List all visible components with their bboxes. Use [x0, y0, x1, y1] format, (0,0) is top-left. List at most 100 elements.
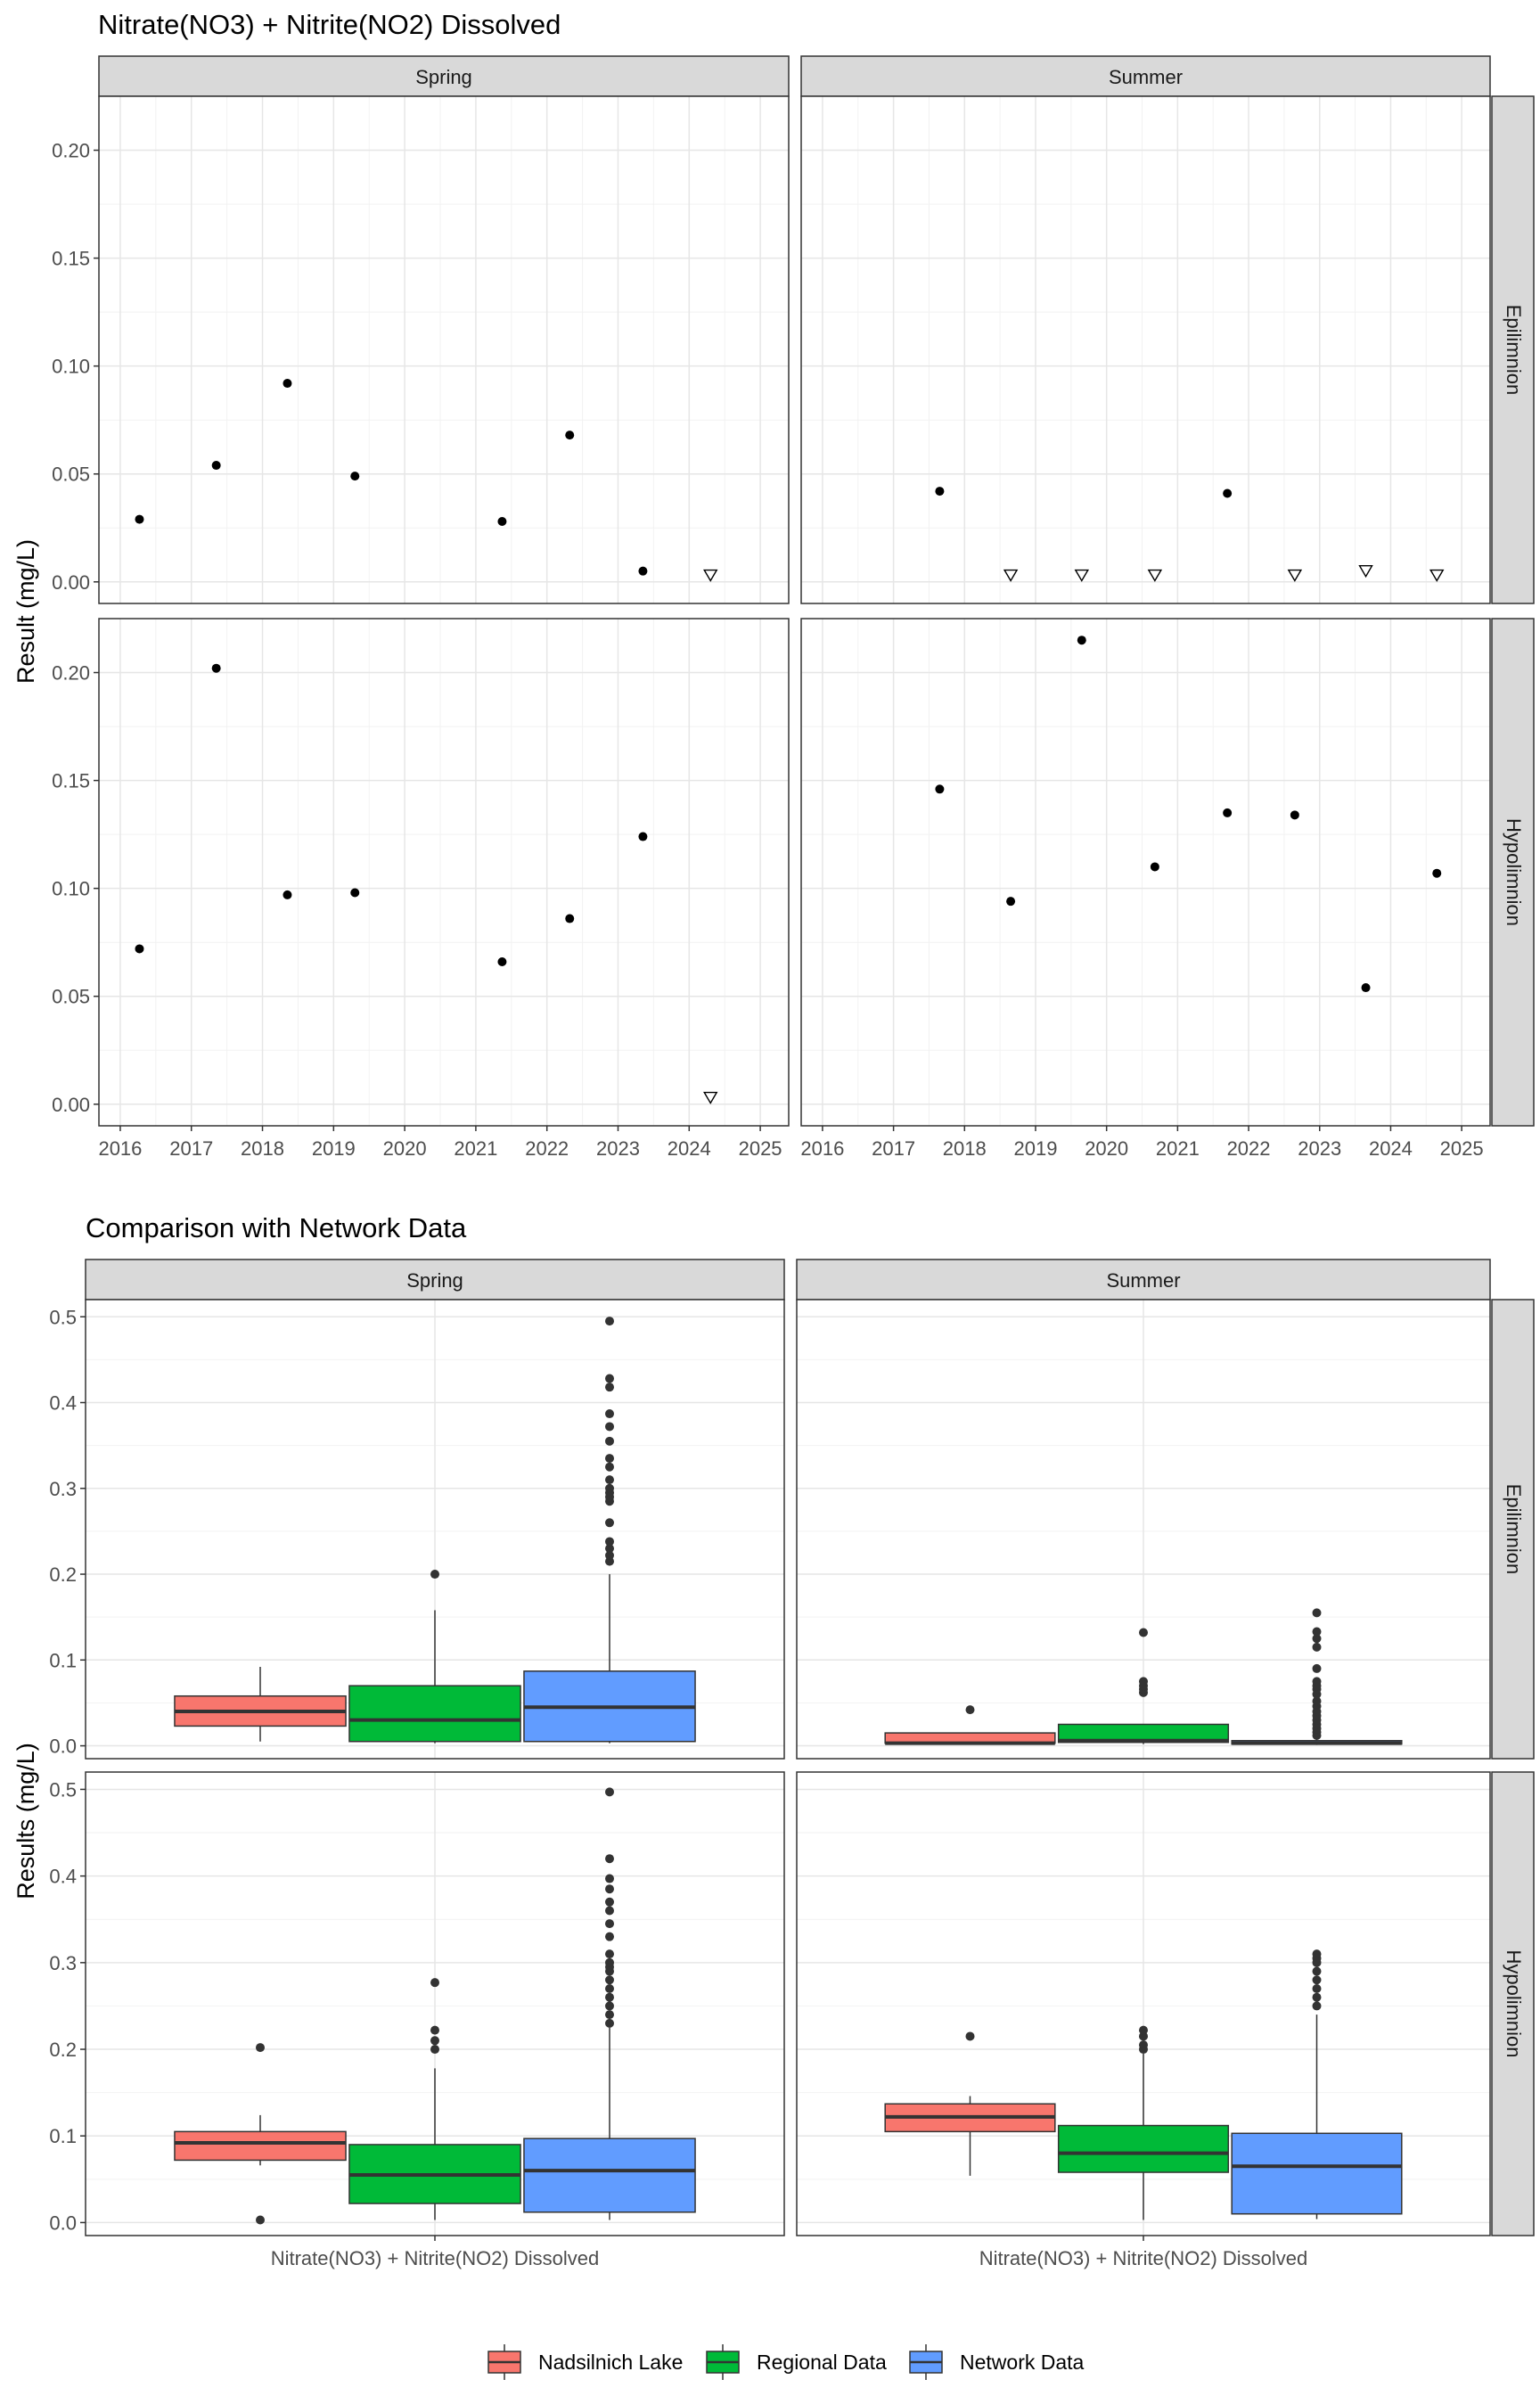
outlier-point: [1312, 1677, 1322, 1686]
panel-summer-epilimnion: [800, 95, 1491, 604]
box-network-data: [1231, 1949, 1403, 2220]
outlier-point: [605, 1550, 614, 1560]
data-point: [1006, 897, 1016, 907]
box-regional-data: [1057, 2025, 1230, 2220]
y-tick-label: 0.00: [52, 571, 90, 594]
x-tick-label: 2020: [383, 1137, 427, 1160]
x-tick-label: 2025: [739, 1137, 782, 1160]
data-point: [638, 566, 648, 576]
panel-background: [99, 96, 789, 603]
outlier-point: [1312, 1992, 1322, 2002]
panel-summer-hypolimnion: Nitrate(NO3) + Nitrite(NO2) Dissolved: [796, 1771, 1491, 2269]
x-tick-label: 2018: [943, 1137, 987, 1160]
facet-label-summer: Summer: [1109, 66, 1183, 88]
facet-strip-summer: [796, 1259, 1491, 1301]
data-point: [565, 914, 575, 923]
x-tick-label: 2017: [872, 1137, 915, 1160]
nondetect-point: [1074, 569, 1089, 582]
legend-label: Nadsilnich Lake: [538, 2351, 683, 2374]
panel-summer-hypolimnion: 2016 2017 2018 2019 2020 2021 2022 2023 2024 2025: [800, 618, 1491, 1160]
panel-background: [801, 96, 1490, 603]
data-point: [211, 663, 221, 673]
panel-summer-epilimnion: [796, 1299, 1491, 1760]
outlier-point: [965, 1705, 975, 1715]
legend: Nadsilnich Lake Regional Data Network Data: [487, 2344, 1085, 2380]
outlier-point: [1139, 1677, 1148, 1686]
facet-strip-hypolimnion: [1491, 1771, 1535, 2236]
panel-spring-epilimnion: 0.00 0.05 0.10 0.15 0.20: [52, 95, 790, 604]
y-tick-label: 0.0: [49, 1735, 77, 1758]
legend-label: Network Data: [960, 2351, 1085, 2374]
legend-label: Regional Data: [757, 2351, 887, 2374]
y-tick-label: 0.2: [49, 2039, 77, 2061]
outlier-point: [605, 2010, 614, 2020]
data-point: [283, 379, 292, 389]
facet-strip-epilimnion: [1491, 1299, 1535, 1760]
facet-strip-hypolimnion: [1491, 618, 1535, 1127]
outlier-point: [256, 2215, 265, 2225]
data-point: [565, 431, 575, 440]
data-point: [935, 487, 945, 496]
box-chart: Comparison with Network Data Results (mg…: [12, 1212, 1535, 2380]
y-tick-label: 0.4: [49, 1866, 77, 1888]
panel-border: [800, 95, 1491, 604]
outlier-point: [965, 2031, 975, 2041]
data-point: [638, 832, 648, 841]
outlier-point: [1312, 1663, 1322, 1673]
facet-label-epilimnion: Epilimnion: [1503, 305, 1525, 396]
x-tick-label: 2017: [169, 1137, 213, 1160]
outlier-point: [1312, 1983, 1322, 1993]
nondetect-point: [1358, 564, 1373, 578]
facet-label-spring: Spring: [415, 66, 472, 88]
outlier-point: [605, 1454, 614, 1464]
panel-border: [98, 618, 790, 1127]
data-point: [1223, 808, 1233, 817]
y-tick-label: 0.10: [52, 356, 90, 378]
facet-label-epilimnion: Epilimnion: [1503, 1484, 1525, 1575]
data-point: [135, 514, 144, 524]
panel-border: [85, 1299, 785, 1760]
nondetect-point: [703, 569, 718, 582]
outlier-point: [430, 1570, 439, 1580]
box-nadsilnich-lake: [884, 2031, 1056, 2176]
x-tick-label: 2025: [1440, 1137, 1484, 1160]
panel-border: [98, 95, 790, 604]
outlier-point: [1312, 1627, 1322, 1637]
x-tick-label: 2024: [668, 1137, 711, 1160]
panel-background: [801, 619, 1490, 1126]
legend-item-network-data: Network Data: [909, 2344, 1085, 2380]
data-point: [497, 516, 507, 526]
x-tick-label: 2022: [525, 1137, 569, 1160]
nondetect-point: [703, 1091, 718, 1104]
legend-item-nadsilnich-lake: Nadsilnich Lake: [487, 2344, 683, 2380]
facet-label-hypolimnion: Hypolimnion: [1503, 1949, 1525, 2057]
y-tick-label: 0.4: [49, 1392, 77, 1415]
outlier-point: [605, 1975, 614, 1985]
x-tick-label: Nitrate(NO3) + Nitrite(NO2) Dissolved: [271, 2247, 600, 2269]
box-chart-title: Comparison with Network Data: [86, 1212, 467, 1243]
outlier-point: [256, 2043, 265, 2053]
outlier-point: [605, 1537, 614, 1547]
data-point: [1290, 810, 1299, 820]
outlier-point: [1312, 1696, 1322, 1706]
y-tick-label: 0.5: [49, 1778, 77, 1801]
x-tick-label: 2023: [596, 1137, 640, 1160]
data-point: [1361, 983, 1371, 993]
x-tick-label: 2021: [1156, 1137, 1200, 1160]
facet-strip-epilimnion: [1491, 95, 1535, 604]
outlier-point: [605, 1374, 614, 1383]
data-point: [497, 956, 507, 966]
outlier-point: [430, 2025, 439, 2035]
y-tick-label: 0.20: [52, 662, 90, 685]
panel-spring-hypolimnion: 0.00 0.05 0.10 0.15 0.20 2016 2017 2018 2019 2020…: [52, 618, 790, 1160]
outlier-point: [605, 1992, 614, 2002]
y-tick-label: 0.0: [49, 2211, 77, 2234]
data-point: [211, 461, 221, 471]
outlier-point: [605, 1317, 614, 1326]
data-point: [135, 944, 144, 954]
data-point: [350, 888, 360, 898]
outlier-point: [605, 1884, 614, 1894]
nondetect-point: [1003, 569, 1019, 582]
outlier-point: [430, 2036, 439, 2046]
